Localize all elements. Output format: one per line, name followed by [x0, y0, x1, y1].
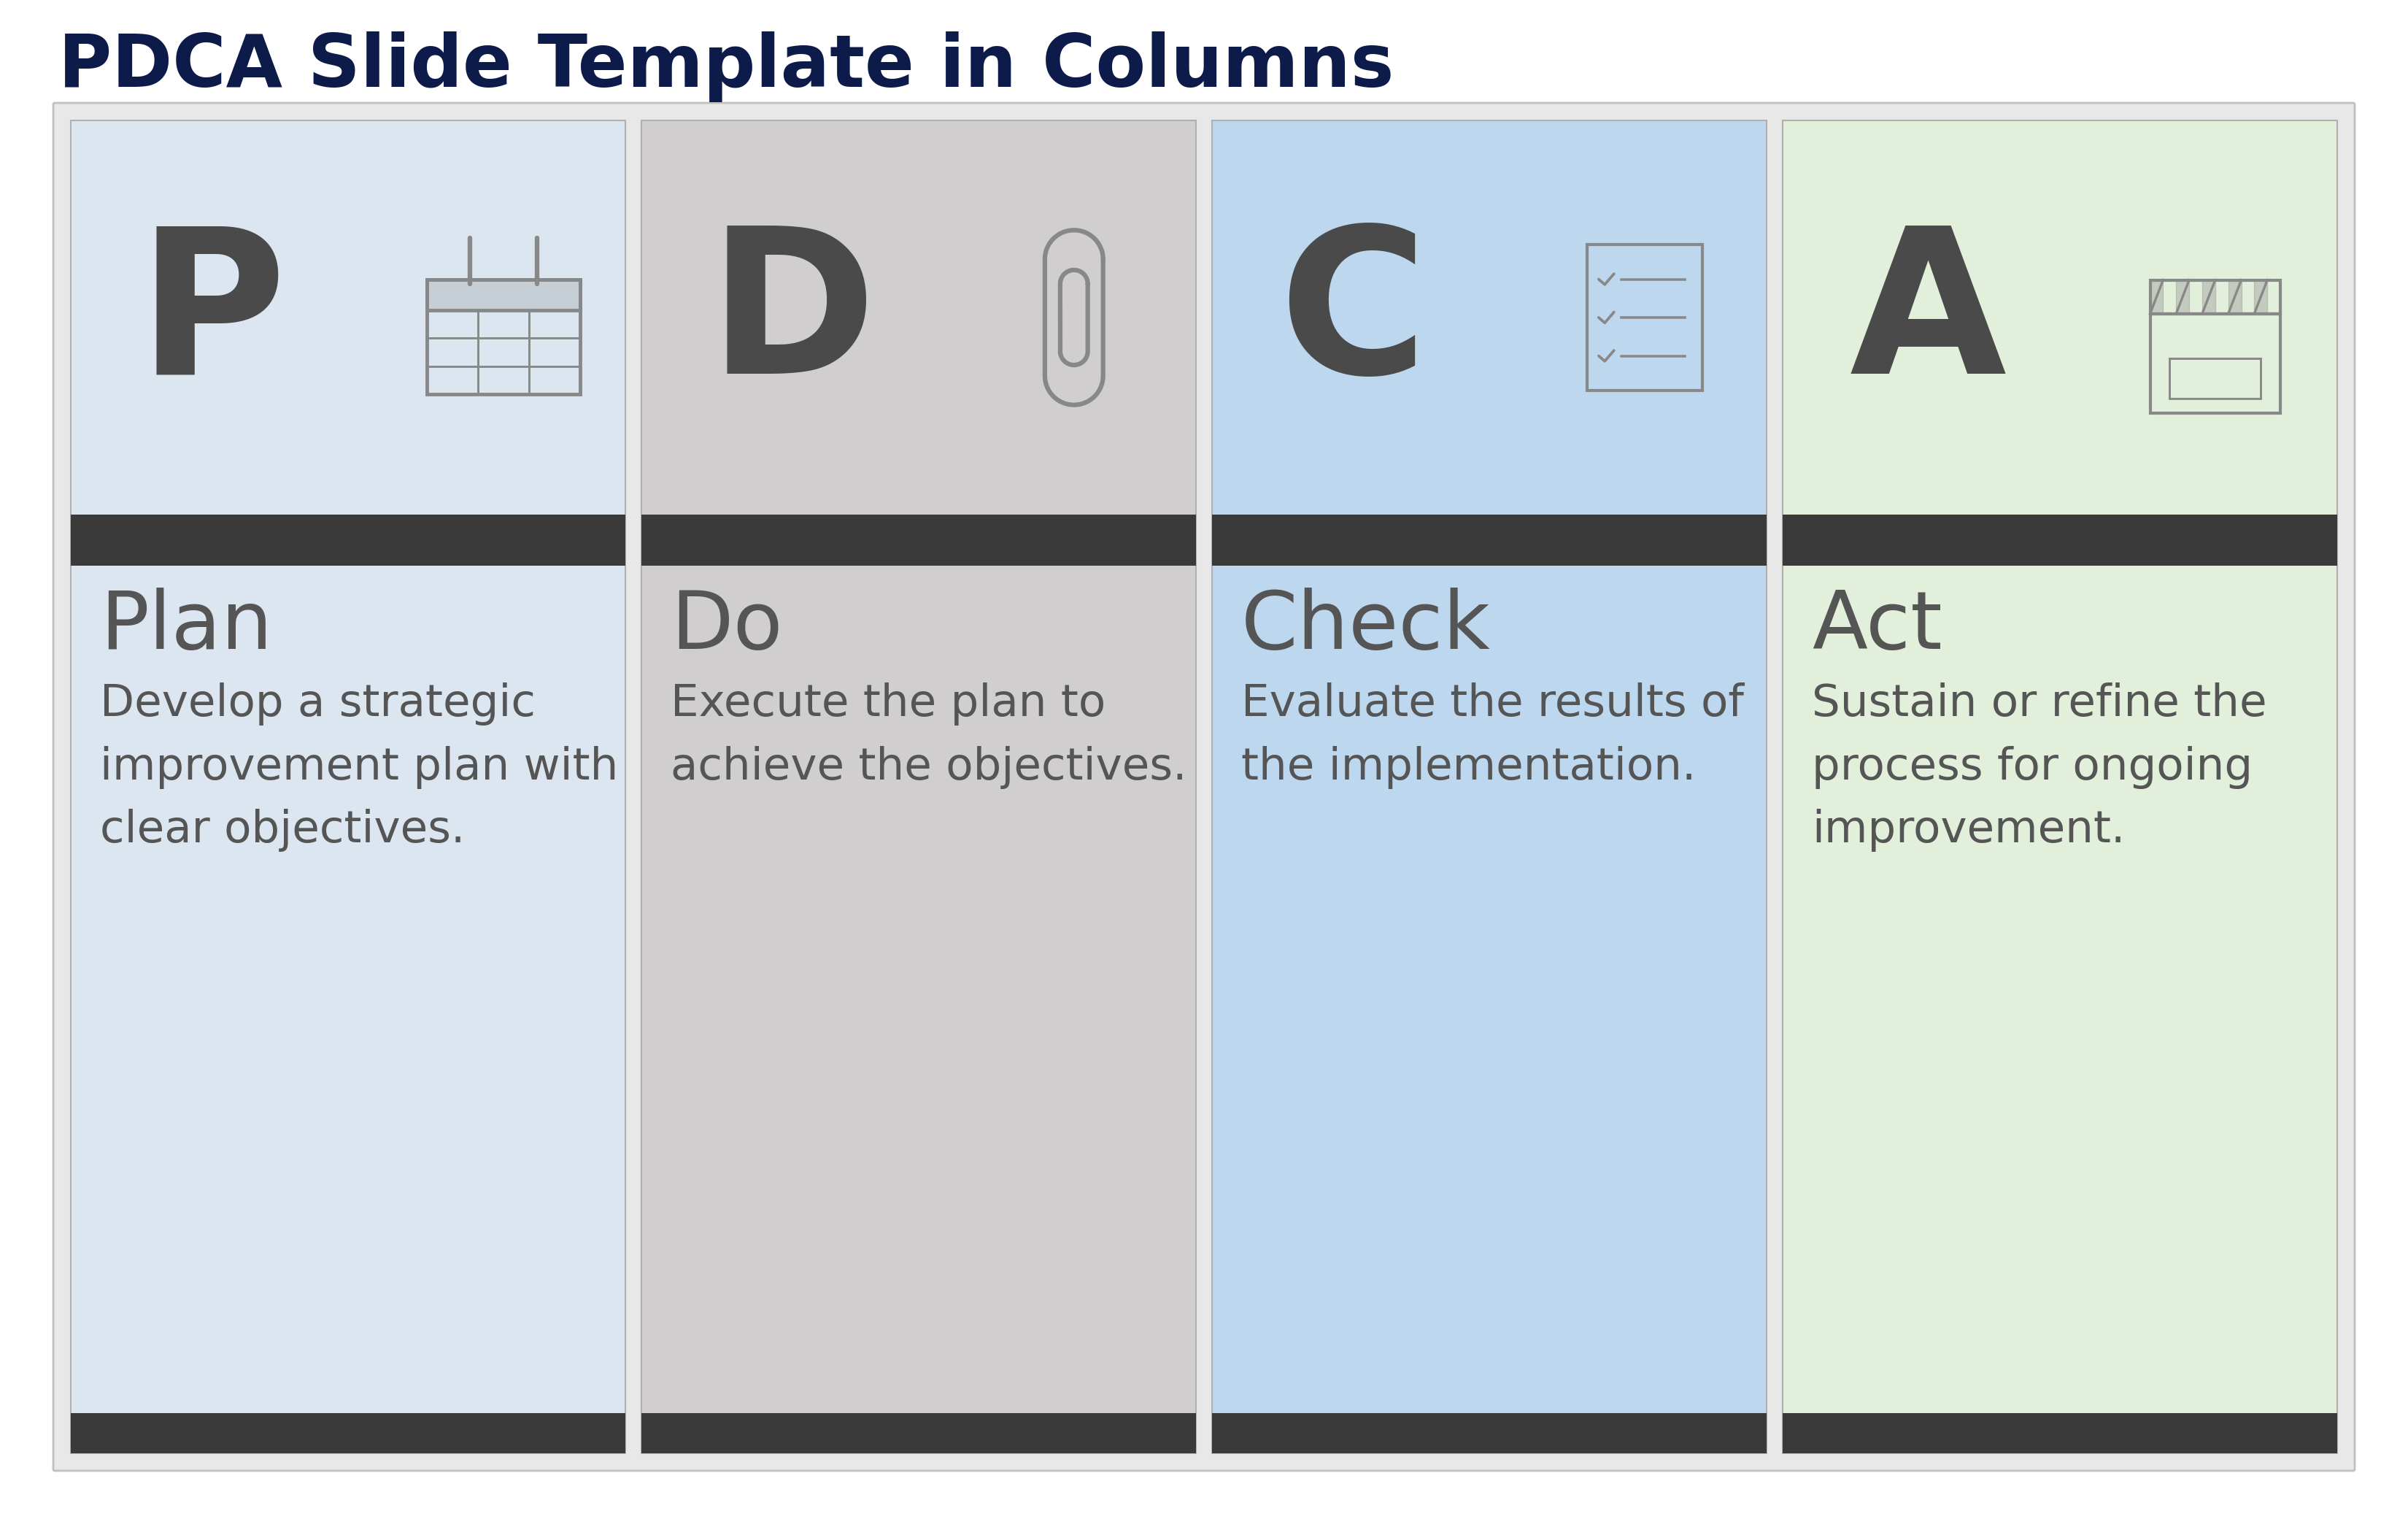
Text: Evaluate the results of
the implementation.: Evaluate the results of the implementati…	[1240, 683, 1743, 789]
Bar	[426, 279, 580, 310]
Text: C: C	[1279, 220, 1428, 416]
Bar	[426, 279, 580, 310]
Bar	[2150, 313, 2280, 413]
Text: Develop a strategic
improvement plan with
clear objectives.: Develop a strategic improvement plan wit…	[101, 683, 619, 852]
Bar	[426, 279, 580, 394]
Bar	[1211, 514, 1767, 566]
Bar	[1587, 244, 1702, 390]
Text: A: A	[1849, 220, 2006, 416]
Bar	[70, 120, 626, 1454]
Text: Do: Do	[669, 588, 783, 666]
Bar	[641, 120, 1197, 1454]
Bar	[70, 514, 626, 566]
Text: Execute the plan to
achieve the objectives.: Execute the plan to achieve the objectiv…	[669, 683, 1187, 789]
Bar	[1782, 1414, 2338, 1454]
Bar	[1211, 120, 1767, 1454]
Bar	[2150, 279, 2280, 313]
Text: P: P	[137, 220, 287, 416]
Text: Act: Act	[1811, 588, 1943, 666]
Bar	[1782, 120, 2338, 1454]
FancyBboxPatch shape	[53, 103, 2355, 1471]
Bar	[641, 514, 1197, 566]
Bar	[1211, 1414, 1767, 1454]
Bar	[2170, 359, 2261, 399]
Bar	[1782, 514, 2338, 566]
Text: Sustain or refine the
process for ongoing
improvement.: Sustain or refine the process for ongoin…	[1811, 683, 2266, 852]
Bar	[641, 1414, 1197, 1454]
Text: Check: Check	[1240, 588, 1491, 666]
Bar	[70, 1414, 626, 1454]
Text: Plan: Plan	[101, 588, 272, 666]
Text: PDCA Slide Template in Columns: PDCA Slide Template in Columns	[58, 31, 1394, 103]
Text: D: D	[708, 220, 877, 416]
